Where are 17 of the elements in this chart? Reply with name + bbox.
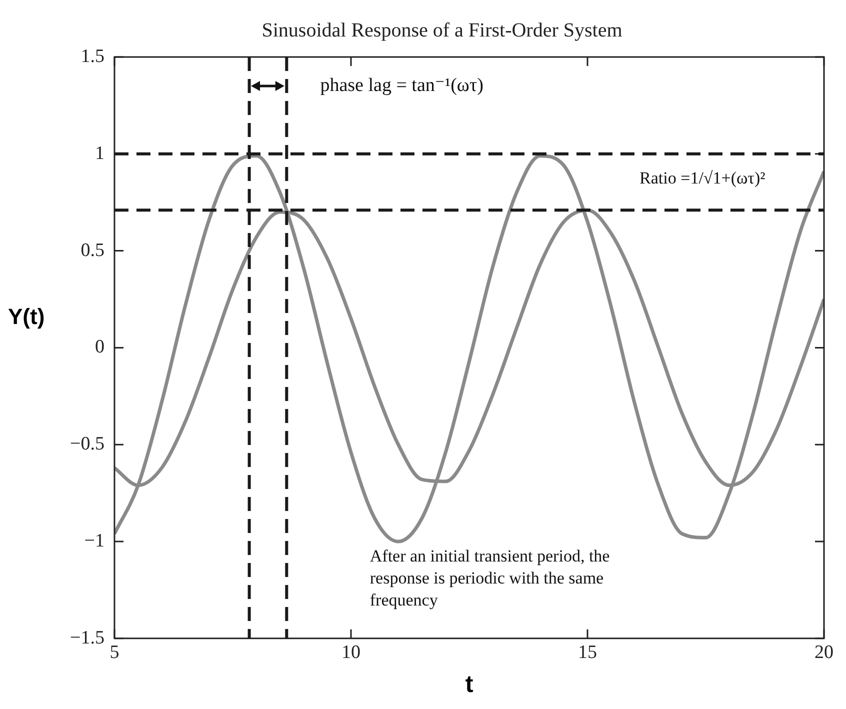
annotation: Ratio =1/√1+(ωτ)² <box>640 168 766 188</box>
chart-title: Sinusoidal Response of a First-Order System <box>262 19 623 42</box>
x-tick-label: 15 <box>578 642 597 663</box>
annotation: phase lag = tan⁻¹(ωτ) <box>320 75 484 96</box>
y-tick-label: 0 <box>94 336 104 358</box>
y-tick-label: −1.5 <box>70 627 104 648</box>
y-tick-label: 1 <box>94 142 104 164</box>
x-tick-label: 5 <box>110 642 120 663</box>
x-tick-label: 20 <box>814 642 834 663</box>
y-axis-title: Y(t) <box>8 304 45 329</box>
y-tick-label: −0.5 <box>70 434 104 455</box>
x-axis-title: t <box>465 671 474 698</box>
y-tick-label: 0.5 <box>80 240 104 261</box>
y-tick-label: 1.5 <box>80 46 104 67</box>
annotation: After an initial transient period, the response is periodic with the same frequency <box>370 546 610 610</box>
y-tick-label: −1 <box>84 530 104 552</box>
x-tick-label: 10 <box>341 642 360 663</box>
